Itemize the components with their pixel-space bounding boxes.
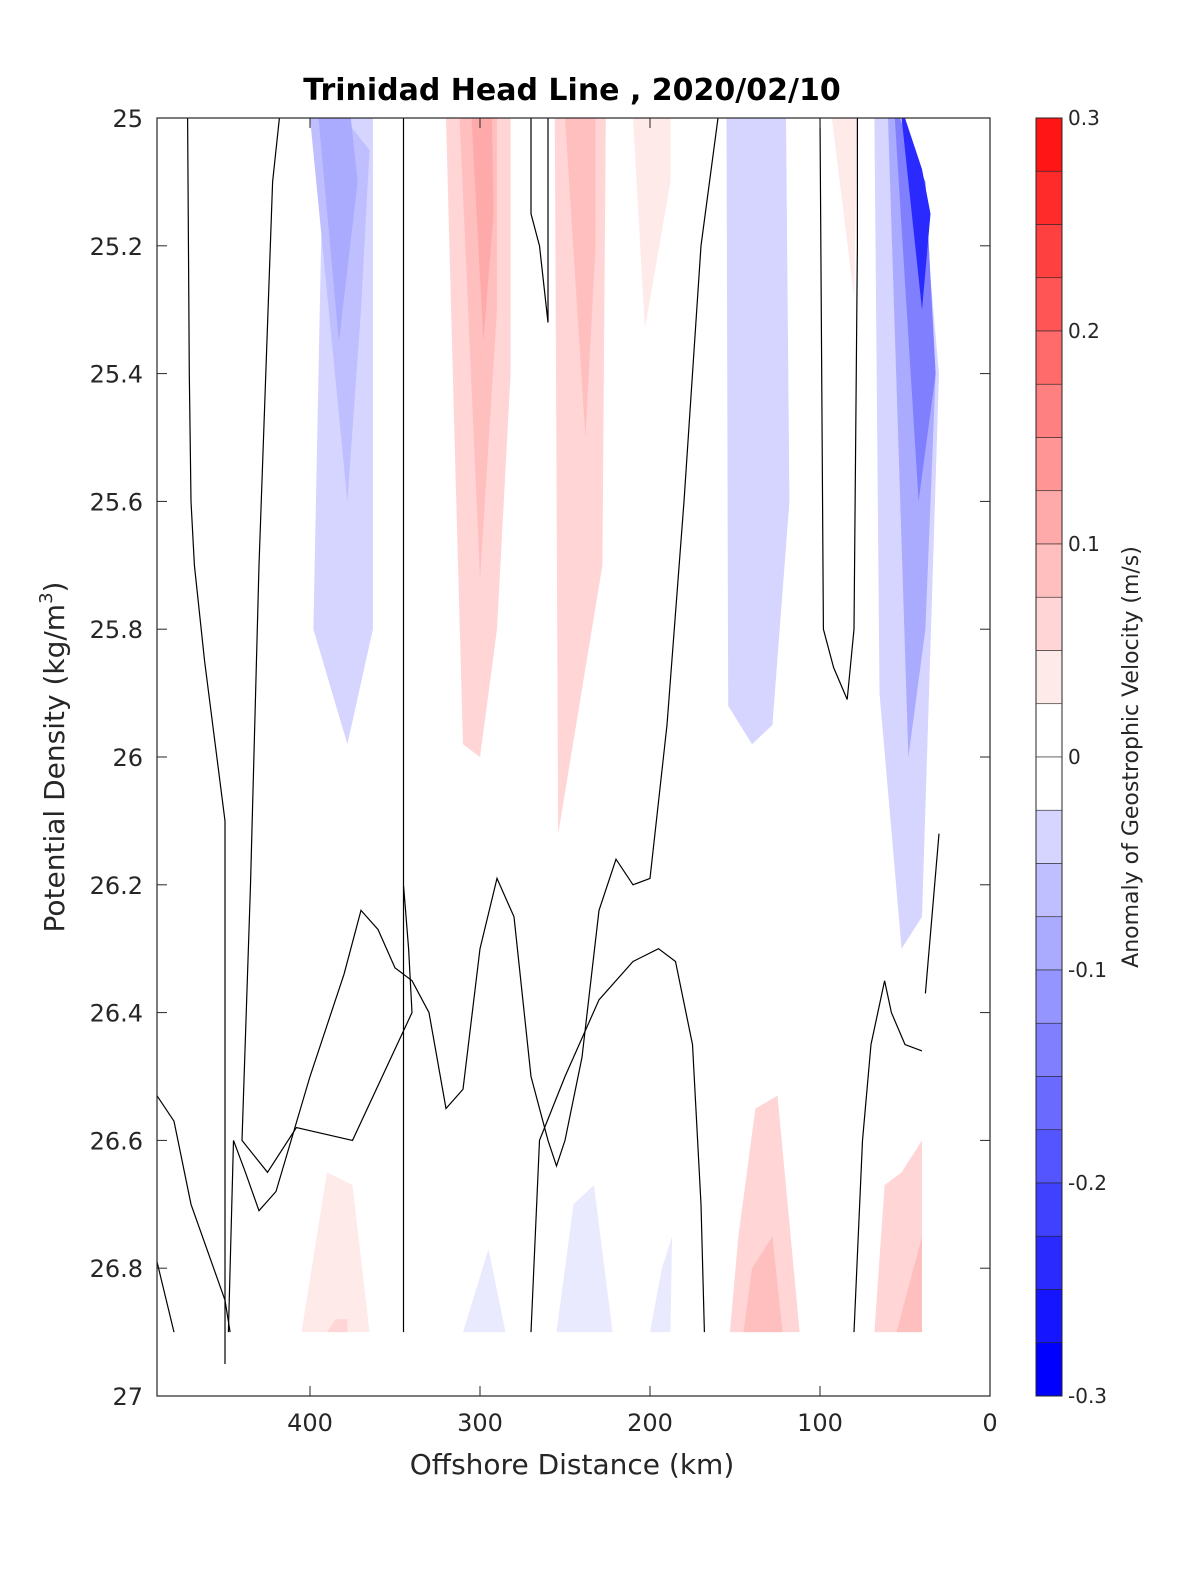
colorbar-segment bbox=[1036, 171, 1062, 224]
colorbar-label-group: Anomaly of Geostrophic Velocity (m/s) bbox=[1119, 546, 1144, 968]
colorbar-segment bbox=[1036, 970, 1062, 1023]
x-tick-label: 200 bbox=[627, 1409, 673, 1437]
x-tick-label: 0 bbox=[982, 1409, 997, 1437]
y-tick-label: 25.6 bbox=[90, 488, 143, 516]
y-tick-label: 25.8 bbox=[90, 616, 143, 644]
y-tick-label: 25 bbox=[112, 105, 143, 133]
y-tick-label: 25.4 bbox=[90, 361, 143, 389]
colorbar-segment bbox=[1036, 384, 1062, 437]
colorbar-segment bbox=[1036, 1343, 1062, 1396]
y-tick-label: 26.8 bbox=[90, 1255, 143, 1283]
colorbar-segment bbox=[1036, 1236, 1062, 1289]
colorbar-tick-label: -0.3 bbox=[1068, 1384, 1107, 1408]
y-tick-label: 26.6 bbox=[90, 1127, 143, 1155]
chart-figure: 400 300 200 100 0 25 25.2 25.4 25.6 25.8 26 26.2 26… bbox=[0, 0, 1200, 1575]
colorbar-segment bbox=[1036, 1077, 1062, 1130]
colorbar-segment bbox=[1036, 1023, 1062, 1076]
colorbar-segment bbox=[1036, 1130, 1062, 1183]
x-tick-label: 400 bbox=[287, 1409, 333, 1437]
colorbar-segment bbox=[1036, 225, 1062, 278]
colorbar-tick-label: -0.1 bbox=[1068, 958, 1107, 982]
y-tick-label: 27 bbox=[112, 1383, 143, 1411]
colorbar-segment bbox=[1036, 118, 1062, 171]
y-tick-label: 26.2 bbox=[90, 872, 143, 900]
colorbar: 0.3 0.2 0.1 0 -0.1 -0.2 -0.3 bbox=[1036, 106, 1107, 1408]
colorbar-segment bbox=[1036, 651, 1062, 704]
colorbar-label: Anomaly of Geostrophic Velocity (m/s) bbox=[1119, 546, 1144, 968]
y-axis-label: Potential Density (kg/m3) bbox=[36, 582, 71, 933]
y-axis-label-group: Potential Density (kg/m3) bbox=[36, 582, 71, 933]
chart-title: Trinidad Head Line , 2020/02/10 bbox=[303, 73, 840, 108]
y-axis-label-superscript: 3 bbox=[36, 592, 57, 603]
colorbar-segment bbox=[1036, 917, 1062, 970]
colorbar-segment bbox=[1036, 1183, 1062, 1236]
colorbar-segment bbox=[1036, 810, 1062, 863]
y-axis-label-main: Potential Density (kg/m bbox=[38, 604, 71, 933]
x-axis-label: Offshore Distance (km) bbox=[410, 1448, 735, 1481]
colorbar-segment bbox=[1036, 544, 1062, 597]
colorbar-segment bbox=[1036, 491, 1062, 544]
colorbar-segment bbox=[1036, 278, 1062, 331]
colorbar-segment bbox=[1036, 1290, 1062, 1343]
y-tick-label: 25.2 bbox=[90, 233, 143, 261]
colorbar-segment bbox=[1036, 757, 1062, 810]
colorbar-segment bbox=[1036, 331, 1062, 384]
colorbar-tick-label: 0.1 bbox=[1068, 532, 1100, 556]
colorbar-tick-label: -0.2 bbox=[1068, 1171, 1107, 1195]
colorbar-segment bbox=[1036, 864, 1062, 917]
colorbar-tick-label: 0 bbox=[1068, 745, 1081, 769]
x-tick-label: 300 bbox=[457, 1409, 503, 1437]
colorbar-segment bbox=[1036, 704, 1062, 757]
colorbar-tick-label: 0.2 bbox=[1068, 319, 1100, 343]
y-axis-label-suffix: ) bbox=[38, 582, 71, 593]
colorbar-tick-label: 0.3 bbox=[1068, 106, 1100, 130]
y-tick-label: 26.4 bbox=[90, 1000, 143, 1028]
colorbar-segment bbox=[1036, 438, 1062, 491]
y-tick-label: 26 bbox=[112, 744, 143, 772]
colorbar-segment bbox=[1036, 597, 1062, 650]
x-tick-label: 100 bbox=[797, 1409, 843, 1437]
